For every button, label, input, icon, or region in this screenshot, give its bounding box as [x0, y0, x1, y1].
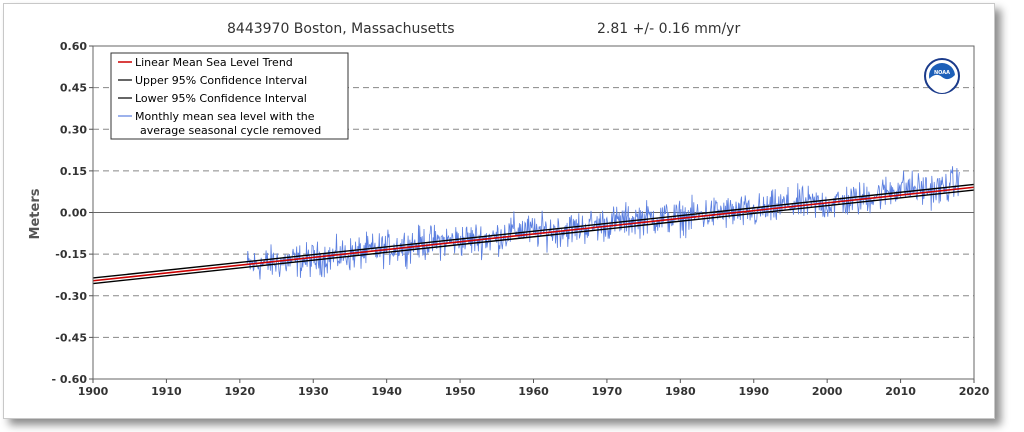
- y-tick-label: 0.45: [60, 82, 87, 95]
- y-tick-label: 0.00: [60, 207, 87, 220]
- x-tick-label: 1980: [665, 385, 696, 398]
- noaa-logo-text: NOAA: [934, 70, 950, 76]
- linear-trend-line: [92, 186, 975, 282]
- x-tick-label: 1940: [371, 385, 402, 398]
- grid-lines: [93, 87, 974, 338]
- legend-label-monthly-1: Monthly mean sea level with the: [135, 110, 315, 123]
- x-tick-label: 1960: [518, 385, 549, 398]
- x-tick-label: 1920: [225, 385, 256, 398]
- lower-confidence-line: [92, 189, 975, 285]
- x-tick-label: 1900: [78, 385, 109, 398]
- x-tick-label: 1970: [592, 385, 623, 398]
- y-tick-label: -0.15: [55, 248, 87, 261]
- legend-label-lower-ci: Lower 95% Confidence Interval: [135, 92, 307, 105]
- legend-label-trend: Linear Mean Sea Level Trend: [135, 56, 293, 69]
- x-tick-label: 1990: [738, 385, 769, 398]
- legend-label-upper-ci: Upper 95% Confidence Interval: [135, 74, 307, 87]
- x-tick-label: 1910: [151, 385, 182, 398]
- x-tick-label: 2020: [959, 385, 990, 398]
- trend-rate-label: 2.81 +/- 0.16 mm/yr: [597, 21, 740, 37]
- noaa-logo-wave: [929, 74, 955, 93]
- y-tick-label: - 0.60: [51, 373, 87, 386]
- monthly-mean-sea-level-line: [246, 166, 960, 280]
- y-tick-label: 0.60: [60, 40, 87, 53]
- x-tick-label: 2000: [812, 385, 843, 398]
- axis-ticks: 0.60 0.45 0.30 0.15 0.00 -0.15 -0.30 -0.45 - 0.6…: [51, 40, 989, 398]
- series-layer: [92, 166, 975, 285]
- legend-box: [110, 52, 349, 140]
- chart-frame: 8443970 Boston, Massachusetts 2.81 +/- 0…: [3, 3, 995, 419]
- legend: Linear Mean Sea Level Trend Upper 95% Co…: [110, 52, 349, 140]
- legend-label-monthly-2: average seasonal cycle removed: [140, 124, 321, 137]
- y-tick-label: -0.30: [55, 290, 87, 303]
- y-tick-label: 0.15: [60, 165, 87, 178]
- x-tick-label: 1930: [298, 385, 329, 398]
- chart-title: 8443970 Boston, Massachusetts: [227, 21, 455, 37]
- upper-confidence-line: [92, 183, 975, 279]
- noaa-logo: NOAA: [924, 58, 960, 94]
- x-tick-label: 2010: [885, 385, 916, 398]
- y-tick-label: -0.45: [55, 331, 87, 344]
- y-axis-label: Meters: [28, 188, 43, 239]
- y-tick-label: 0.30: [60, 123, 87, 136]
- x-tick-label: 1950: [445, 385, 476, 398]
- sea-level-chart: 8443970 Boston, Massachusetts 2.81 +/- 0…: [28, 21, 990, 398]
